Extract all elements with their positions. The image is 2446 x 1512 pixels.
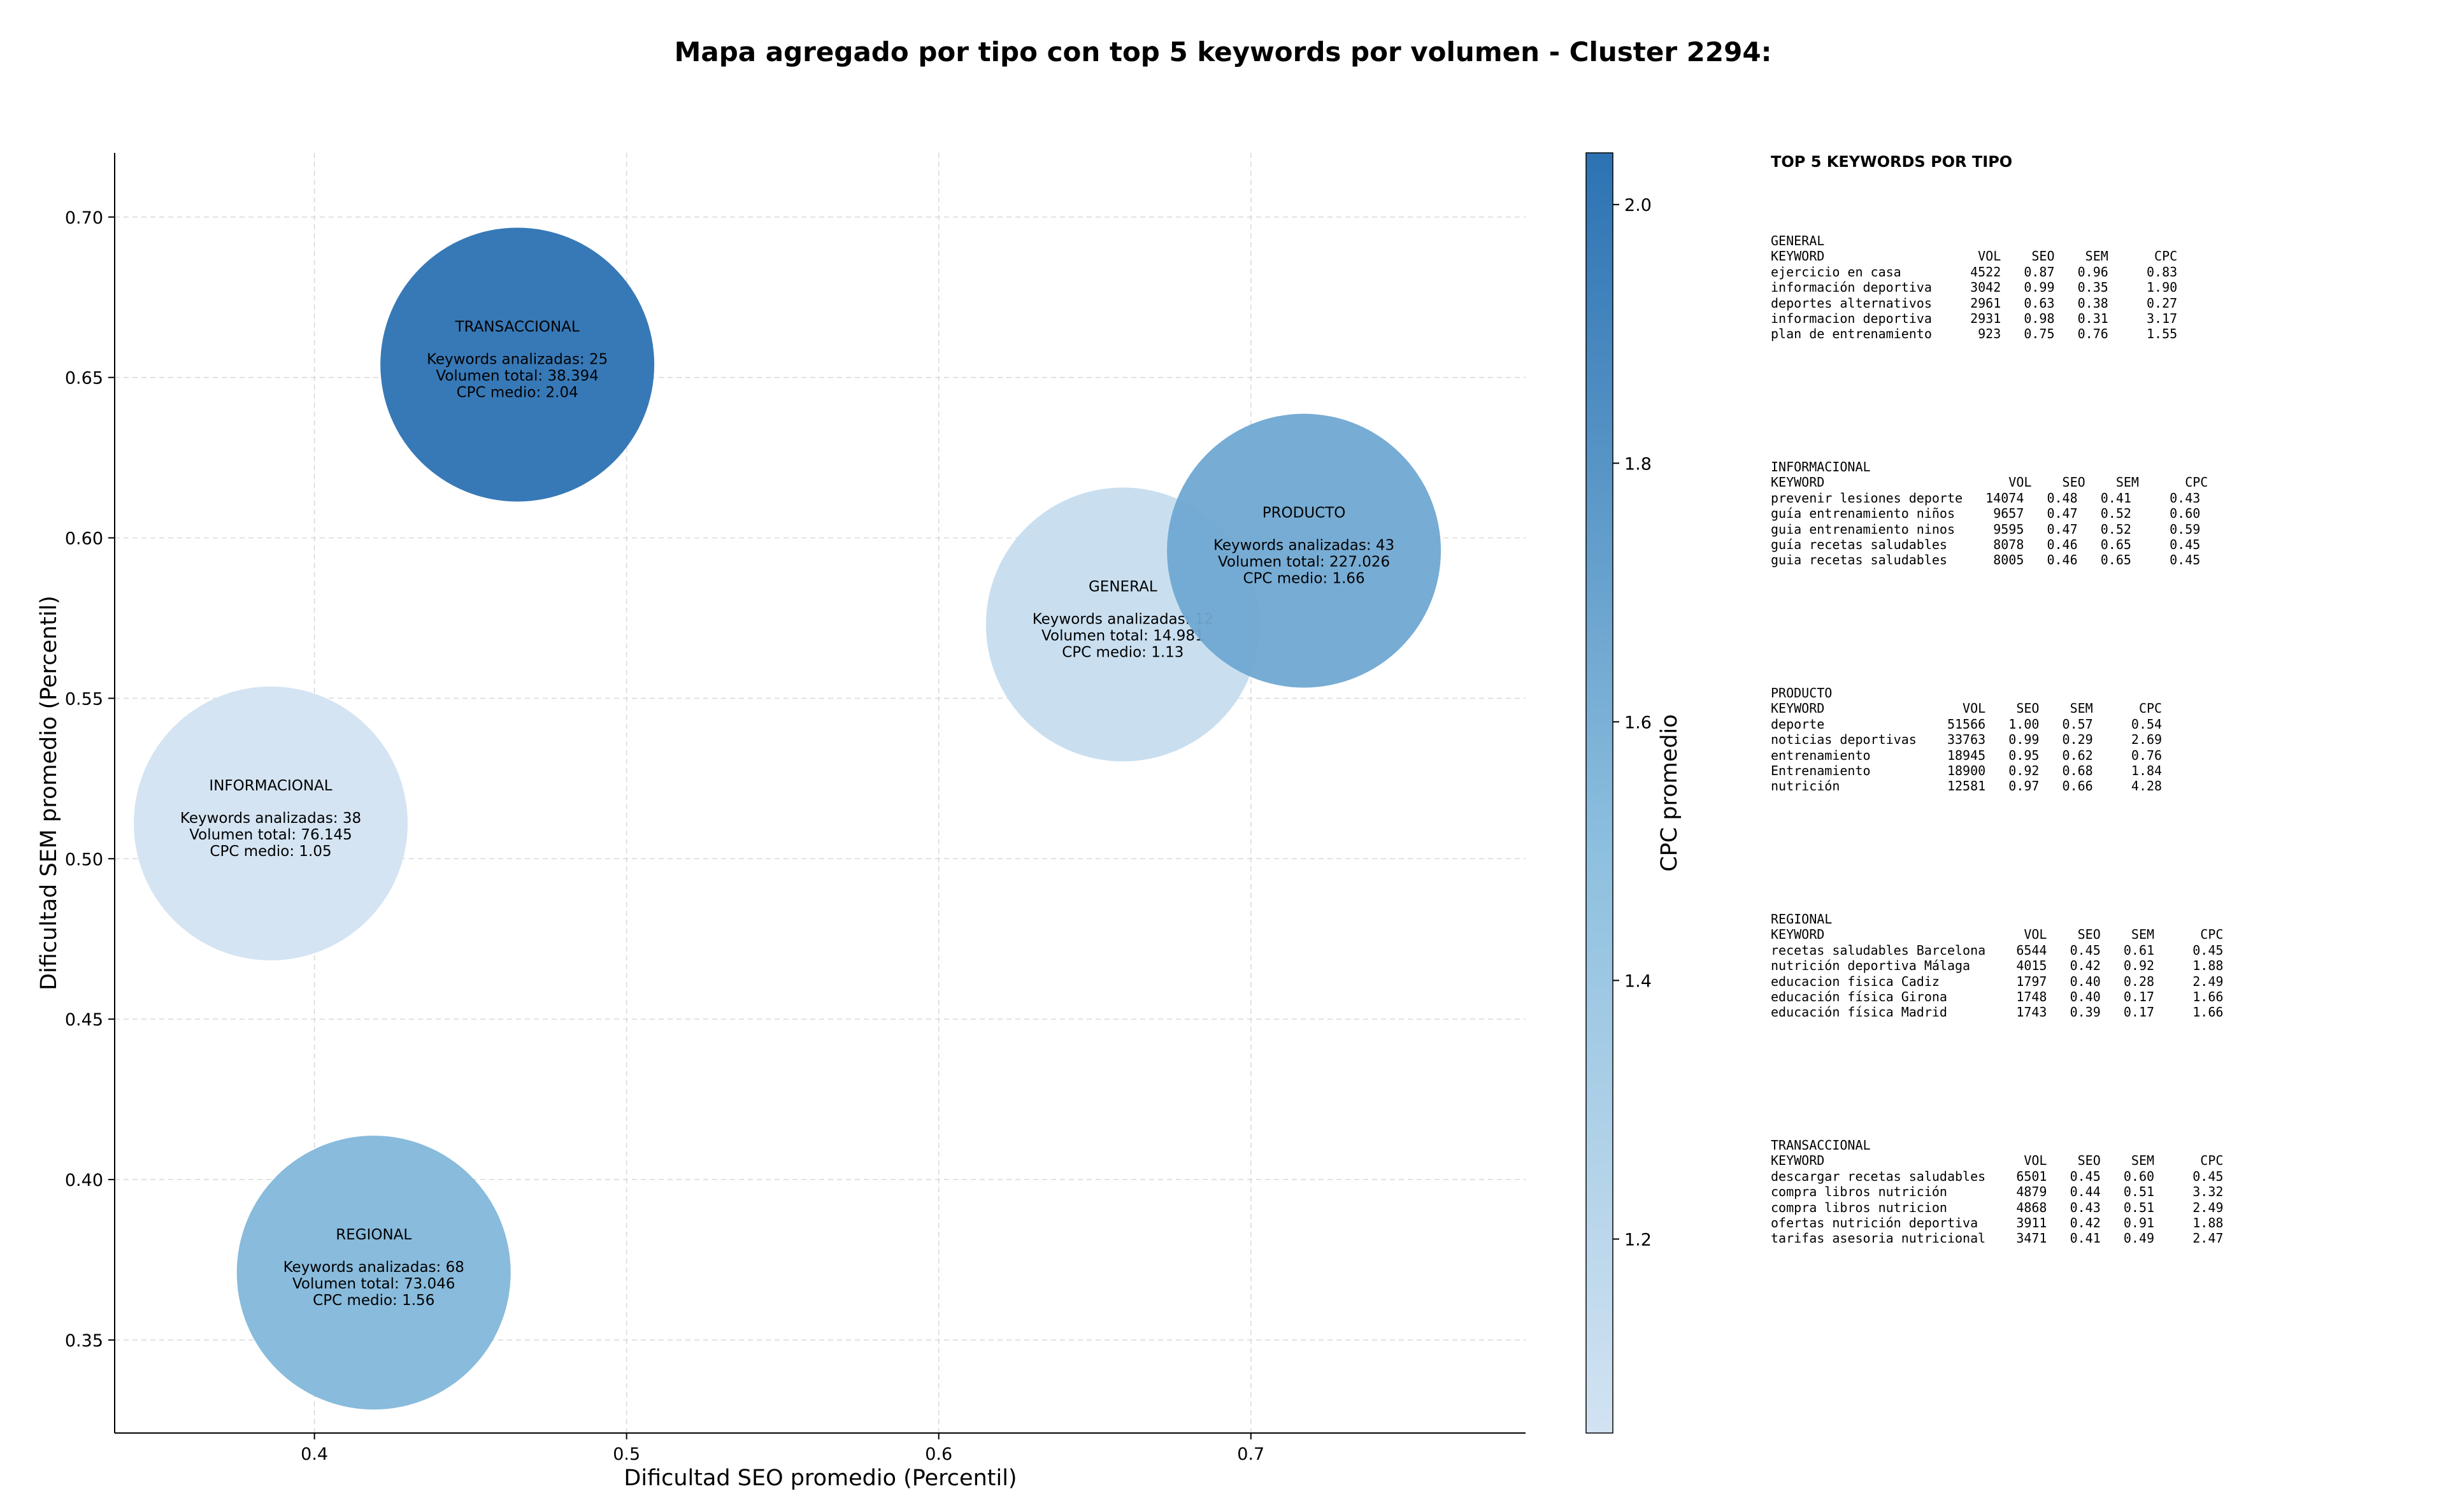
bubble-keywords-label: Keywords analizadas: 68 — [283, 1259, 464, 1276]
bubble-cpc-label: CPC medio: 1.66 — [1243, 571, 1364, 587]
bubble-type-label: INFORMACIONAL — [209, 778, 332, 794]
keywords-table-regional: REGIONAL KEYWORD VOL SEO SEM CPC recetas… — [1771, 911, 2224, 1020]
bubble-type-label: REGIONAL — [336, 1227, 411, 1243]
bubble-type-label: TRANSACCIONAL — [455, 318, 580, 335]
keywords-section-general: GENERAL KEYWORD VOL SEO SEM CPC ejercici… — [1771, 233, 2433, 459]
keywords-section-informacional: INFORMACIONAL KEYWORD VOL SEO SEM CPC pr… — [1771, 459, 2433, 685]
colorbar: 1.2 1.4 1.6 1.8 2.0 CPC promedio — [1585, 152, 1682, 1434]
keywords-table-general: GENERAL KEYWORD VOL SEO SEM CPC ejercici… — [1771, 233, 2178, 342]
bubble-cpc-label: CPC medio: 1.13 — [1062, 645, 1184, 661]
x-tick-label: 0.4 — [301, 1444, 328, 1464]
x-tick-label: 0.5 — [613, 1444, 640, 1464]
colorbar-label: CPC promedio — [1657, 714, 1682, 871]
colorbar-tick-label: 1.4 — [1624, 971, 1652, 991]
bubble-volume-label: Volumen total: 38.394 — [436, 367, 599, 384]
bubble-cpc-label: CPC medio: 1.56 — [313, 1292, 434, 1309]
colorbar-tick-label: 1.2 — [1624, 1230, 1652, 1250]
y-tick-label: 0.35 — [65, 1331, 103, 1351]
bubble-keywords-label: Keywords analizadas: 25 — [427, 351, 608, 367]
chart-title: Mapa agregado por tipo con top 5 keyword… — [675, 36, 1772, 68]
bubble — [134, 686, 408, 960]
colorbar-tick-label: 1.8 — [1624, 454, 1652, 474]
bubble-volume-label: Volumen total: 227.026 — [1218, 554, 1390, 571]
y-axis-label: Dificultad SEM promedio (Percentil) — [36, 596, 62, 990]
bubble-volume-label: Volumen total: 14.981 — [1041, 628, 1205, 645]
colorbar-tick-label: 1.6 — [1624, 713, 1652, 732]
y-ticks: 0.35 0.40 0.45 0.50 0.55 0.60 0.65 0.70 — [65, 208, 115, 1351]
x-tick-label: 0.7 — [1237, 1444, 1264, 1464]
bubble-volume-label: Volumen total: 76.145 — [189, 827, 352, 843]
bubble-type-label: GENERAL — [1089, 579, 1157, 596]
bubble-keywords-label: Keywords analizadas: 38 — [180, 810, 361, 827]
bubble — [236, 1136, 511, 1410]
colorbar-fill — [1585, 152, 1613, 1434]
axes — [114, 153, 1526, 1434]
keywords-section-producto: PRODUCTO KEYWORD VOL SEO SEM CPC deporte… — [1771, 685, 2433, 911]
bubble-keywords-label: Keywords analizadas: 43 — [1213, 538, 1394, 554]
bubble-group: TRANSACCIONAL Keywords analizadas: 25Volu… — [380, 227, 655, 502]
bubble-cpc-label: CPC medio: 1.05 — [210, 843, 331, 860]
y-tick-label: 0.60 — [65, 529, 103, 549]
bubble-group: INFORMACIONAL Keywords analizadas: 38Volu… — [134, 686, 408, 960]
bubble — [1167, 413, 1441, 688]
y-tick-label: 0.70 — [65, 208, 103, 228]
bubble-cpc-label: CPC medio: 2.04 — [457, 384, 578, 401]
y-tick-label: 0.45 — [65, 1010, 103, 1030]
x-ticks: 0.4 0.5 0.6 0.7 — [301, 1433, 1264, 1464]
y-tick-label: 0.65 — [65, 369, 103, 389]
keywords-table-producto: PRODUCTO KEYWORD VOL SEO SEM CPC deporte… — [1771, 685, 2163, 794]
x-tick-label: 0.6 — [925, 1444, 952, 1464]
colorbar-tick-label: 2.0 — [1624, 196, 1652, 215]
keywords-table-informacional: INFORMACIONAL KEYWORD VOL SEO SEM CPC pr… — [1771, 459, 2208, 568]
y-tick-label: 0.40 — [65, 1171, 103, 1190]
y-tick-label: 0.50 — [65, 850, 103, 869]
keywords-panel-title: TOP 5 KEYWORDS POR TIPO — [1771, 153, 2013, 171]
keywords-section-regional: REGIONAL KEYWORD VOL SEO SEM CPC recetas… — [1771, 911, 2433, 1138]
keywords-panel: TOP 5 KEYWORDS POR TIPO GENERAL KEYWORD … — [1771, 153, 2433, 1364]
colorbar-ticks: 1.2 1.4 1.6 1.8 2.0 — [1613, 196, 1652, 1250]
keywords-table-transaccional: TRANSACCIONAL KEYWORD VOL SEO SEM CPC de… — [1771, 1138, 2224, 1246]
y-tick-label: 0.55 — [65, 689, 103, 709]
keywords-section-transaccional: TRANSACCIONAL KEYWORD VOL SEO SEM CPC de… — [1771, 1138, 2433, 1364]
bubble-type-label: PRODUCTO — [1262, 505, 1346, 522]
bubble — [380, 227, 655, 502]
x-axis-label: Dificultad SEO promedio (Percentil) — [624, 1466, 1017, 1491]
bubble-volume-label: Volumen total: 73.046 — [292, 1276, 455, 1292]
